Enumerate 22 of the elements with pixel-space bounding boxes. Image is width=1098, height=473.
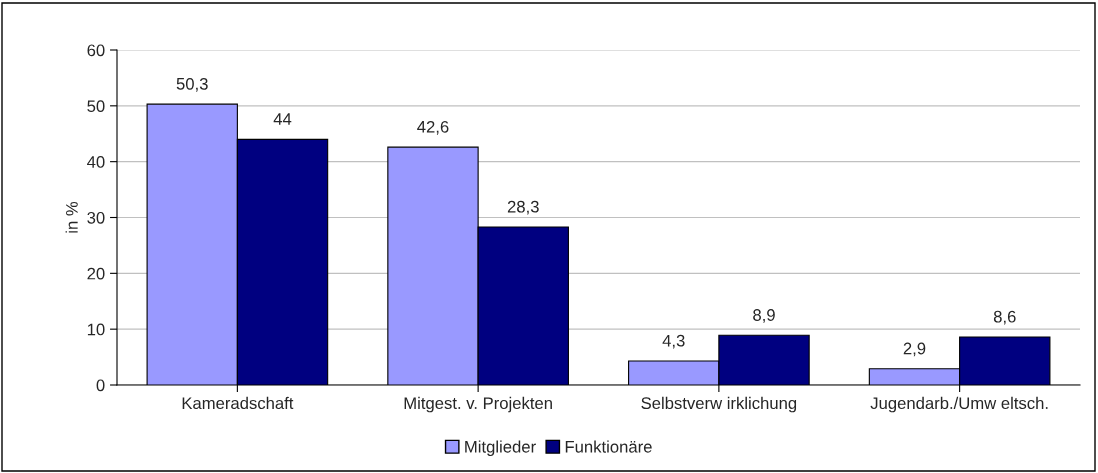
x-tick-label: Kameradschaft xyxy=(182,396,294,410)
data-label: 42,6 xyxy=(417,120,449,135)
data-label: 8,6 xyxy=(993,310,1016,325)
y-tick-label: 30 xyxy=(87,211,105,224)
y-tick-label: 40 xyxy=(87,156,105,168)
data-label: 2,9 xyxy=(903,342,926,357)
data-label: 28,3 xyxy=(507,200,539,215)
x-tick-label: Selbstverw irklichung xyxy=(641,396,797,413)
y-tick-label: 60 xyxy=(87,44,105,57)
y-axis-title: in % xyxy=(65,201,78,233)
y-tick-label: 50 xyxy=(87,100,105,113)
x-tick-label: Mitgest. v. Projekten xyxy=(404,396,552,413)
y-tick-label: 20 xyxy=(87,267,105,280)
y-tick-label: 10 xyxy=(87,323,105,336)
data-label: 8,9 xyxy=(753,309,775,323)
data-label: 44 xyxy=(273,113,292,125)
data-label: 50,3 xyxy=(176,77,208,92)
y-tick-label: 0 xyxy=(96,379,105,392)
data-label: 4,3 xyxy=(662,334,685,349)
x-tick-label: Jugendarb./Umw eltsch. xyxy=(870,396,1048,413)
legend-label: Mitglieder xyxy=(465,440,536,456)
legend-label: Funktionäre xyxy=(565,440,652,453)
